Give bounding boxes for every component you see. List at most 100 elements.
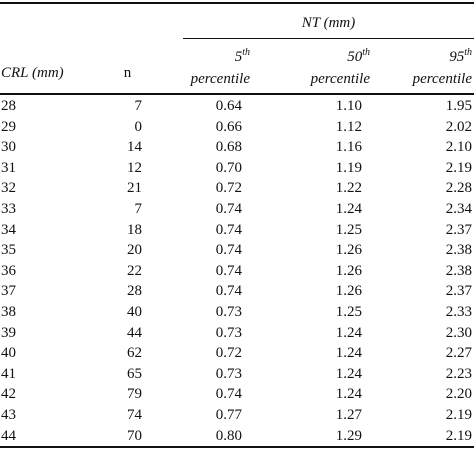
col50-superscript: th: [362, 47, 370, 58]
cell-5th: 0.74: [215, 242, 242, 259]
cell-95th: 2.37: [445, 221, 472, 238]
table-row: 39 44 0.73 1.24 2.30: [0, 323, 474, 344]
cell-5th: 0.70: [215, 159, 242, 176]
cell-n: 0: [134, 118, 143, 135]
cell-95th: 2.37: [445, 283, 472, 300]
table-row: 42 79 0.74 1.24 2.20: [0, 384, 474, 405]
cell-n: 28: [127, 283, 142, 300]
table-row: 40 62 0.72 1.24 2.27: [0, 343, 474, 364]
cell-5th: 0.74: [215, 221, 242, 238]
cell-crl: 28: [1, 98, 16, 114]
cell-n: 7: [134, 200, 143, 217]
cell-50th: 1.29: [335, 427, 362, 444]
cell-crl: 33: [1, 200, 16, 217]
column-header-50th-percentile: 50th percentile: [250, 42, 370, 90]
nt-group-underline: [183, 38, 474, 39]
cell-n: 44: [127, 324, 142, 341]
cell-5th: 0.74: [215, 283, 242, 300]
cell-5th: 0.68: [215, 139, 242, 156]
col95-percentile-label: percentile: [412, 71, 472, 87]
table-row: 33 7 0.74 1.24 2.34: [0, 199, 474, 220]
col5-percentile-label: percentile: [190, 71, 250, 87]
cell-n: 65: [127, 365, 142, 382]
cell-crl: 37: [1, 283, 16, 300]
cell-50th: 1.16: [335, 139, 362, 156]
cell-5th: 0.73: [215, 365, 242, 382]
cell-50th: 1.27: [335, 406, 362, 423]
cell-n: 14: [127, 139, 142, 156]
cell-crl: 42: [1, 386, 16, 403]
table-bottom-rule: [0, 446, 474, 448]
cell-95th: 2.19: [445, 427, 472, 444]
cell-50th: 1.25: [335, 221, 362, 238]
cell-5th: 0.77: [215, 406, 242, 423]
cell-crl: 34: [1, 221, 16, 238]
cell-n: 20: [127, 242, 142, 259]
cell-50th: 1.24: [335, 365, 362, 382]
cell-5th: 0.64: [215, 98, 242, 114]
cell-n: 21: [127, 180, 142, 197]
col50-percentile-label: percentile: [310, 71, 370, 87]
cell-50th: 1.22: [335, 180, 362, 197]
cell-95th: 2.23: [445, 365, 472, 382]
column-header-5th-percentile: 5th percentile: [150, 42, 250, 90]
cell-crl: 35: [1, 242, 16, 259]
table-row: 29 0 0.66 1.12 2.02: [0, 117, 474, 138]
cell-crl: 43: [1, 406, 16, 423]
table-row: 32 21 0.72 1.22 2.28: [0, 178, 474, 199]
cell-5th: 0.74: [215, 262, 242, 279]
cell-95th: 2.02: [445, 118, 472, 135]
col5-number: 5: [234, 49, 243, 65]
table-row: 43 74 0.77 1.27 2.19: [0, 405, 474, 426]
column-header-n: n: [123, 65, 132, 81]
table-row: 37 28 0.74 1.26 2.37: [0, 281, 474, 302]
cell-5th: 0.74: [215, 200, 242, 217]
cell-crl: 39: [1, 324, 16, 341]
column-header-95th-percentile: 95th percentile: [370, 42, 472, 90]
cell-50th: 1.26: [335, 262, 362, 279]
cell-95th: 2.19: [445, 159, 472, 176]
table-row: 44 70 0.80 1.29 2.19: [0, 426, 474, 447]
cell-n: 12: [127, 159, 142, 176]
cell-5th: 0.80: [215, 427, 242, 444]
cell-5th: 0.73: [215, 303, 242, 320]
table-row: 41 65 0.73 1.24 2.23: [0, 364, 474, 385]
cell-50th: 1.24: [335, 324, 362, 341]
cell-50th: 1.24: [335, 345, 362, 362]
cell-50th: 1.19: [335, 159, 362, 176]
cell-crl: 41: [1, 365, 16, 382]
cell-crl: 31: [1, 159, 16, 176]
cell-95th: 2.34: [445, 200, 472, 217]
cell-50th: 1.24: [335, 200, 362, 217]
table-body: 28 7 0.64 1.10 1.95 29 0 0.66 1.12 2.02 30 14 0.68 1.…: [0, 96, 474, 446]
nt-group-header: NT (mm): [301, 15, 356, 31]
col95-number: 95: [449, 49, 465, 65]
column-header-crl: CRL (mm): [1, 65, 64, 81]
cell-n: 18: [127, 221, 142, 238]
cell-n: 70: [127, 427, 142, 444]
table-row: 38 40 0.73 1.25 2.33: [0, 302, 474, 323]
cell-crl: 32: [1, 180, 16, 197]
cell-95th: 2.38: [445, 262, 472, 279]
cell-5th: 0.72: [215, 345, 242, 362]
cell-95th: 2.28: [445, 180, 472, 197]
cell-50th: 1.25: [335, 303, 362, 320]
cell-5th: 0.74: [215, 386, 242, 403]
cell-crl: 44: [1, 427, 16, 444]
cell-n: 22: [127, 262, 142, 279]
cell-95th: 2.19: [445, 406, 472, 423]
table-row: 35 20 0.74 1.26 2.38: [0, 240, 474, 261]
table-row: 34 18 0.74 1.25 2.37: [0, 220, 474, 241]
cell-crl: 30: [1, 139, 16, 156]
col50-number: 50: [347, 49, 363, 65]
cell-95th: 2.10: [445, 139, 472, 156]
cell-5th: 0.73: [215, 324, 242, 341]
table-row: 28 7 0.64 1.10 1.95: [0, 96, 474, 117]
cell-50th: 1.26: [335, 242, 362, 259]
cell-95th: 2.20: [445, 386, 472, 403]
cell-95th: 2.27: [445, 345, 472, 362]
col95-superscript: th: [464, 47, 472, 58]
table-top-rule: [0, 2, 474, 4]
cell-n: 74: [127, 406, 142, 423]
